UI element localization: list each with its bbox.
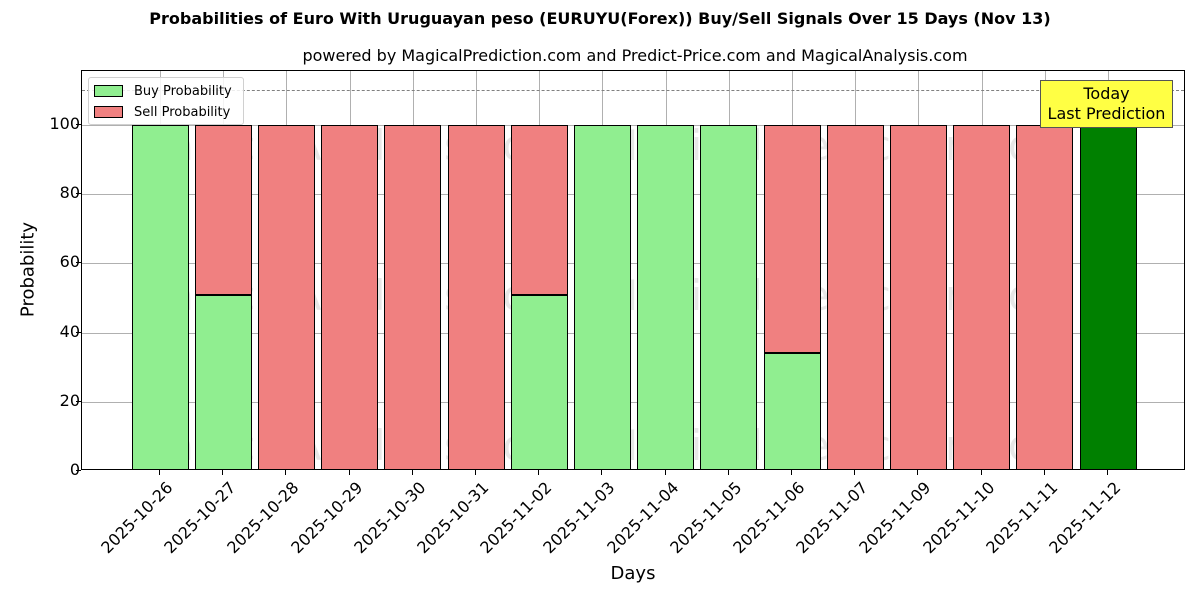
x-tick-mark (411, 470, 413, 475)
plot-area: MagicalAnalysis.comMagicalPrediction.com… (81, 70, 1185, 470)
grid-line-h (82, 124, 1184, 126)
y-tick-mark (76, 470, 81, 471)
bar-today (1079, 124, 1137, 469)
y-tick-label: 60 (59, 252, 80, 272)
grid-line-h (82, 332, 1184, 334)
bar-buy (573, 124, 631, 469)
bar-buy (510, 294, 568, 469)
bar-buy (131, 124, 189, 469)
legend-buy-label: Buy Probability (134, 83, 232, 99)
x-tick-mark (664, 470, 666, 475)
bar-sell (384, 124, 442, 469)
grid-line-h (82, 263, 1184, 265)
y-tick-label: 100 (49, 113, 80, 133)
bar-sell (194, 124, 252, 295)
today-annotation: Today Last Prediction (1040, 80, 1173, 128)
y-tick-mark (76, 331, 81, 333)
buy-swatch-icon (94, 85, 123, 97)
annotation-line2: Last Prediction (1047, 104, 1166, 123)
y-tick-label: 80 (59, 183, 80, 203)
bar-sell (257, 124, 315, 469)
bar-buy (700, 124, 758, 469)
bar-sell (1016, 124, 1074, 469)
x-tick-mark (917, 470, 919, 475)
y-tick-label: 20 (59, 390, 80, 410)
y-tick-label: 40 (59, 321, 80, 341)
bar-sell (447, 124, 505, 469)
legend: Buy Probability Sell Probability (88, 77, 244, 125)
y-tick-mark (76, 193, 81, 195)
bar-buy (194, 294, 252, 469)
bar-buy (637, 124, 695, 469)
y-tick-mark (76, 123, 81, 125)
grid-line-h (82, 401, 1184, 403)
x-axis-label: Days (610, 563, 656, 584)
x-tick-mark (538, 470, 540, 475)
x-tick-mark (159, 470, 160, 475)
chart-title: Probabilities of Euro With Uruguayan pes… (149, 9, 1051, 28)
y-tick-mark (76, 400, 81, 402)
legend-item-sell: Sell Probability (94, 104, 230, 120)
grid-line-h (82, 194, 1184, 196)
x-tick-mark (727, 470, 729, 475)
legend-item-buy: Buy Probability (94, 83, 232, 99)
x-tick-mark (980, 470, 982, 475)
bar-sell (510, 124, 568, 295)
sell-swatch-icon (94, 106, 123, 118)
x-tick-mark (854, 470, 856, 475)
y-tick-label: 0 (69, 460, 80, 479)
y-tick-mark (76, 262, 81, 264)
x-tick-mark (1107, 470, 1108, 475)
chart-subtitle: powered by MagicalPrediction.com and Pre… (302, 46, 968, 65)
x-tick-mark (601, 470, 603, 475)
bar-buy (763, 353, 821, 469)
bar-sell (953, 124, 1011, 469)
bar-sell (889, 124, 947, 469)
legend-sell-label: Sell Probability (134, 104, 231, 120)
bar-sell (763, 124, 821, 354)
x-tick-mark (285, 470, 287, 475)
x-tick-mark (222, 470, 224, 475)
bar-sell (826, 124, 884, 469)
bar-sell (321, 124, 379, 469)
x-tick-mark (1043, 470, 1045, 475)
threshold-line (82, 90, 1184, 92)
x-tick-mark (475, 470, 476, 475)
x-tick-mark (348, 470, 350, 475)
y-axis-label: Probability (17, 221, 39, 318)
annotation-line1: Today (1083, 84, 1130, 103)
x-tick-mark (791, 470, 792, 475)
